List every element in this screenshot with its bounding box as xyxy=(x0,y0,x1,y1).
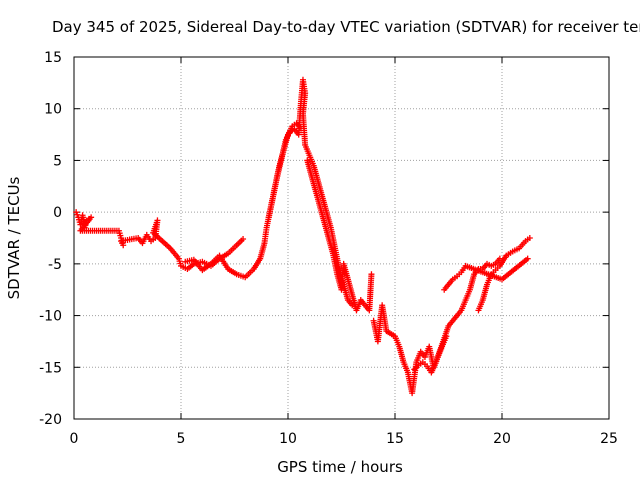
x-tick-label: 0 xyxy=(70,431,79,447)
x-tick-label: 15 xyxy=(386,431,404,447)
y-tick-label: -20 xyxy=(39,412,62,428)
y-tick-label: 5 xyxy=(53,153,62,169)
y-tick-label: 10 xyxy=(44,102,62,118)
axis-ticks: 0 5 10 15 20 25 -20 -15 -10 -5 0 5 10 15 xyxy=(39,50,618,447)
y-tick-label: 15 xyxy=(44,50,62,66)
x-tick-label: 10 xyxy=(279,431,297,447)
x-tick-label: 5 xyxy=(177,431,186,447)
x-tick-label: 20 xyxy=(493,431,511,447)
data-points xyxy=(73,76,533,397)
data-point xyxy=(240,236,247,243)
y-axis-label: SDTVAR / TECUs xyxy=(5,176,23,299)
plot-frame xyxy=(73,56,610,420)
y-tick-label: -10 xyxy=(39,309,62,325)
data-point xyxy=(526,235,533,241)
data-point xyxy=(524,255,531,262)
x-tick-label: 25 xyxy=(600,431,618,447)
y-tick-label: 0 xyxy=(53,205,62,221)
x-axis-label: GPS time / hours xyxy=(277,458,403,476)
y-tick-label: -5 xyxy=(48,257,62,273)
data-point xyxy=(368,271,375,278)
chart-title: Day 345 of 2025, Sidereal Day-to-day VTE… xyxy=(52,18,640,36)
y-tick-label: -15 xyxy=(39,360,62,376)
